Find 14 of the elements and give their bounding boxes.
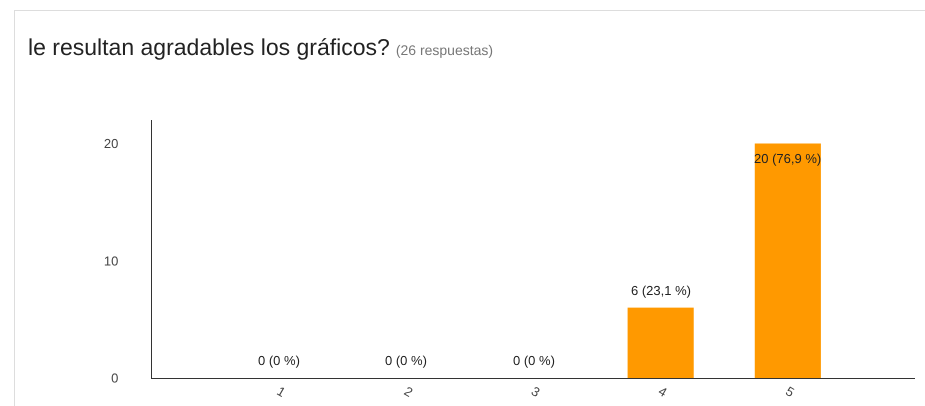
data-label: 0 (0 %) [385,353,427,368]
x-tick-label: 2 [402,383,416,400]
chart-title: le resultan agradables los gráficos? [28,34,390,60]
y-tick-label: 20 [104,136,118,151]
x-tick-label: 1 [274,383,288,400]
x-tick-label: 3 [528,383,543,400]
data-label: 0 (0 %) [258,353,300,368]
x-tick-label: 5 [783,383,797,400]
y-tick-label: 0 [111,370,118,386]
y-tick-label: 10 [104,253,118,268]
data-label: 0 (0 %) [513,353,555,368]
data-label: 6 (23,1 %) [631,283,691,298]
x-tick-label: 4 [656,383,670,400]
chart-subtitle: (26 respuestas) [396,42,494,58]
